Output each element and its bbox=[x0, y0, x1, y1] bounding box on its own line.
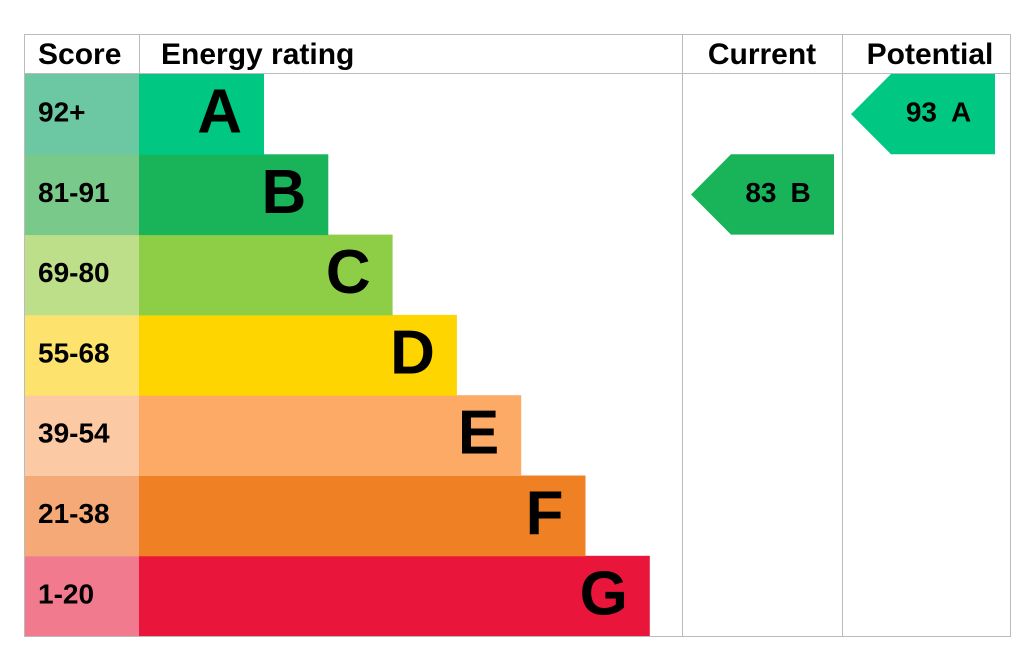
score-label: 1-20 bbox=[38, 578, 94, 609]
header-potential: Potential bbox=[867, 38, 994, 71]
rating-bar bbox=[139, 555, 650, 637]
rating-bar bbox=[139, 154, 329, 236]
score-cell bbox=[24, 395, 139, 476]
rating-letter: A bbox=[197, 78, 242, 147]
potential-arrow bbox=[851, 74, 995, 155]
potential-value: 93 bbox=[906, 97, 937, 128]
score-label: 21-38 bbox=[38, 498, 110, 529]
rating-bar bbox=[139, 314, 457, 396]
current-value: 83 bbox=[745, 177, 776, 208]
rating-letter: D bbox=[390, 318, 435, 387]
rating-bar bbox=[139, 475, 586, 557]
score-cell bbox=[24, 154, 139, 236]
rating-bar bbox=[139, 395, 522, 476]
score-cell bbox=[24, 555, 139, 637]
rating-letter: G bbox=[580, 559, 628, 628]
header-current: Current bbox=[708, 38, 816, 71]
frame bbox=[24, 34, 1011, 637]
rating-bar bbox=[139, 74, 264, 155]
rating-letter: B bbox=[262, 158, 307, 227]
rating-bar bbox=[139, 234, 393, 316]
rating-letter: C bbox=[326, 238, 371, 307]
score-cell bbox=[24, 475, 139, 557]
score-cell bbox=[24, 234, 139, 316]
current-arrow bbox=[691, 154, 834, 235]
score-label: 81-91 bbox=[38, 177, 110, 208]
score-cell bbox=[24, 314, 139, 396]
score-label: 69-80 bbox=[38, 257, 110, 288]
score-cell bbox=[24, 74, 139, 155]
current-letter: B bbox=[791, 177, 811, 208]
score-label: 92+ bbox=[38, 97, 86, 128]
rating-letter: E bbox=[458, 399, 499, 468]
potential-letter: A bbox=[951, 97, 971, 128]
score-label: 39-54 bbox=[38, 418, 110, 449]
rating-letter: F bbox=[526, 479, 564, 548]
score-label: 55-68 bbox=[38, 337, 110, 368]
header-score: Score bbox=[38, 38, 121, 71]
header-rating: Energy rating bbox=[161, 38, 354, 71]
